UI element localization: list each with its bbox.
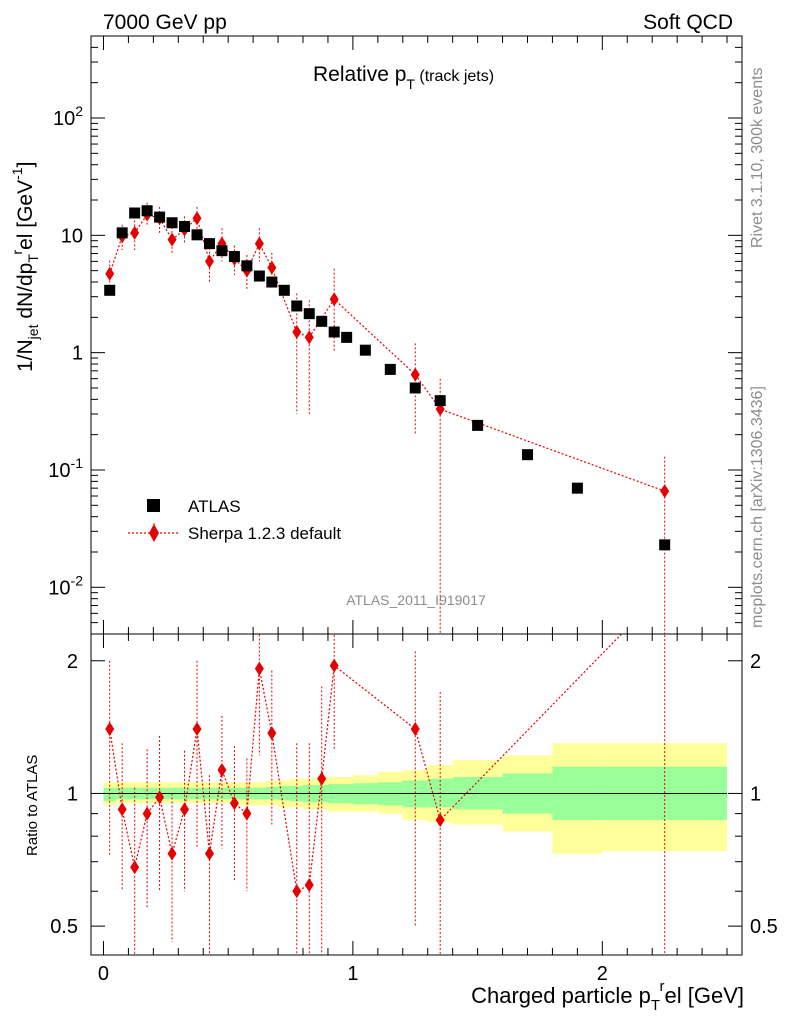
atlas-point xyxy=(191,229,203,241)
ratio-sherpa-point xyxy=(242,806,252,821)
x-axis-label: Charged particle pTrel [GeV] xyxy=(471,978,744,1014)
atlas-point xyxy=(571,482,583,494)
ratio-y-tick-label-right: 0.5 xyxy=(750,916,778,938)
sherpa-point xyxy=(192,211,202,226)
atlas-point xyxy=(141,205,153,217)
atlas-point xyxy=(216,245,228,257)
ratio-sherpa-point xyxy=(254,661,264,676)
sherpa-point xyxy=(304,330,314,345)
ratio-sherpa-point xyxy=(167,846,177,861)
sherpa-point xyxy=(204,254,214,269)
ratio-y-tick-label: 0.5 xyxy=(50,916,78,938)
atlas-point xyxy=(116,227,128,239)
y-tick-label: 10-2 xyxy=(48,572,83,599)
ratio-sherpa-point xyxy=(142,806,152,821)
x-tick-label: 0 xyxy=(98,963,109,985)
ratio-axis-ticks: 0.5 0.5 1 1 2 2 0 1 2 xyxy=(50,634,778,985)
atlas-point xyxy=(472,419,484,431)
sherpa-point xyxy=(254,236,264,251)
atlas-point xyxy=(228,251,240,263)
sherpa-point xyxy=(267,260,277,275)
legend-sherpa-label: Sherpa 1.2.3 default xyxy=(188,524,341,543)
ratio-y-tick-label-right: 2 xyxy=(750,651,761,673)
atlas-point xyxy=(166,217,178,229)
ratio-sherpa-point xyxy=(410,722,420,737)
ratio-y-tick-label: 2 xyxy=(67,651,78,673)
atlas-point xyxy=(384,363,396,375)
sherpa-point xyxy=(167,232,177,247)
main-plot-area xyxy=(104,202,671,634)
main-frame xyxy=(90,35,743,635)
atlas-point xyxy=(659,539,671,551)
legend-atlas-marker xyxy=(147,499,160,512)
ratio-sherpa-point xyxy=(180,802,190,817)
atlas-point xyxy=(203,238,215,250)
atlas-point xyxy=(266,276,278,288)
atlas-point xyxy=(154,211,166,223)
y-axis-label: 1/Njet dN/dpTrel [GeV-1] xyxy=(9,162,41,372)
atlas-point xyxy=(278,284,290,296)
x-tick-label: 1 xyxy=(347,963,358,985)
ratio-axis-label: Ratio to ATLAS xyxy=(24,755,41,856)
sherpa-point xyxy=(329,292,339,307)
ratio-sherpa-point xyxy=(229,796,239,811)
plot-title: Relative pT (track jets) xyxy=(313,63,494,92)
ratio-series-group xyxy=(105,634,666,955)
ratio-sherpa-point xyxy=(217,763,227,778)
ratio-sherpa-point xyxy=(267,726,277,741)
ratio-frame xyxy=(90,633,743,956)
x-tick-label: 2 xyxy=(597,963,608,985)
ratio-panel: 0.5 0.5 1 1 2 2 0 1 2 Ratio to ATLAS xyxy=(24,633,778,985)
atlas-point xyxy=(179,220,191,232)
sherpa-point xyxy=(660,484,670,499)
sherpa-line xyxy=(109,213,665,492)
header-right: Soft QCD xyxy=(643,11,733,34)
y-tick-label: 102 xyxy=(53,103,83,130)
ratio-sherpa-point xyxy=(435,813,445,828)
atlas-point xyxy=(129,207,141,219)
ratio-sherpa-point xyxy=(317,771,327,786)
atlas-point xyxy=(303,308,315,320)
ratio-y-tick-label: 1 xyxy=(67,783,78,805)
atlas-point xyxy=(359,344,371,356)
ratio-sherpa-point xyxy=(192,722,202,737)
ratio-sherpa-point xyxy=(204,846,214,861)
atlas-point xyxy=(434,395,446,407)
atlas-point xyxy=(104,284,116,296)
atlas-point xyxy=(521,449,533,461)
ratio-sherpa-point xyxy=(292,884,302,899)
sherpa-point xyxy=(130,225,140,240)
sherpa-point xyxy=(105,266,115,281)
atlas-point xyxy=(291,300,303,312)
legend-atlas-label: ATLAS xyxy=(188,497,241,516)
atlas-point xyxy=(328,326,340,338)
header-left: 7000 GeV pp xyxy=(103,11,227,34)
y-tick-label: 10-1 xyxy=(48,455,83,482)
sherpa-point xyxy=(410,367,420,382)
main-axis-ticks: 10-2 10-1 1 10 102 xyxy=(48,35,742,635)
analysis-id: ATLAS_2011_I919017 xyxy=(346,592,486,608)
rivet-label: Rivet 3.1.10, 300k events xyxy=(749,67,766,248)
ratio-sherpa-point xyxy=(117,802,127,817)
atlas-point xyxy=(341,331,353,343)
sherpa-point xyxy=(292,324,302,339)
y-tick-label: 1 xyxy=(72,343,83,365)
ratio-sherpa-point xyxy=(155,790,165,805)
atlas-point xyxy=(316,315,328,327)
ratio-y-tick-label-right: 1 xyxy=(750,783,761,805)
y-tick-label: 10 xyxy=(61,225,83,247)
legend: ATLAS Sherpa 1.2.3 default xyxy=(128,497,341,543)
ratio-sherpa-point xyxy=(130,860,140,875)
ratio-sherpa-point xyxy=(329,658,339,673)
atlas-point xyxy=(241,260,253,272)
ratio-sherpa-point xyxy=(304,877,314,892)
mcplots-label: mcplots.cern.ch [arXiv:1306.3436] xyxy=(749,386,766,628)
atlas-point xyxy=(409,382,421,394)
ratio-plot-area xyxy=(103,634,728,955)
ratio-sherpa-point xyxy=(105,722,115,737)
atlas-point xyxy=(253,270,265,282)
